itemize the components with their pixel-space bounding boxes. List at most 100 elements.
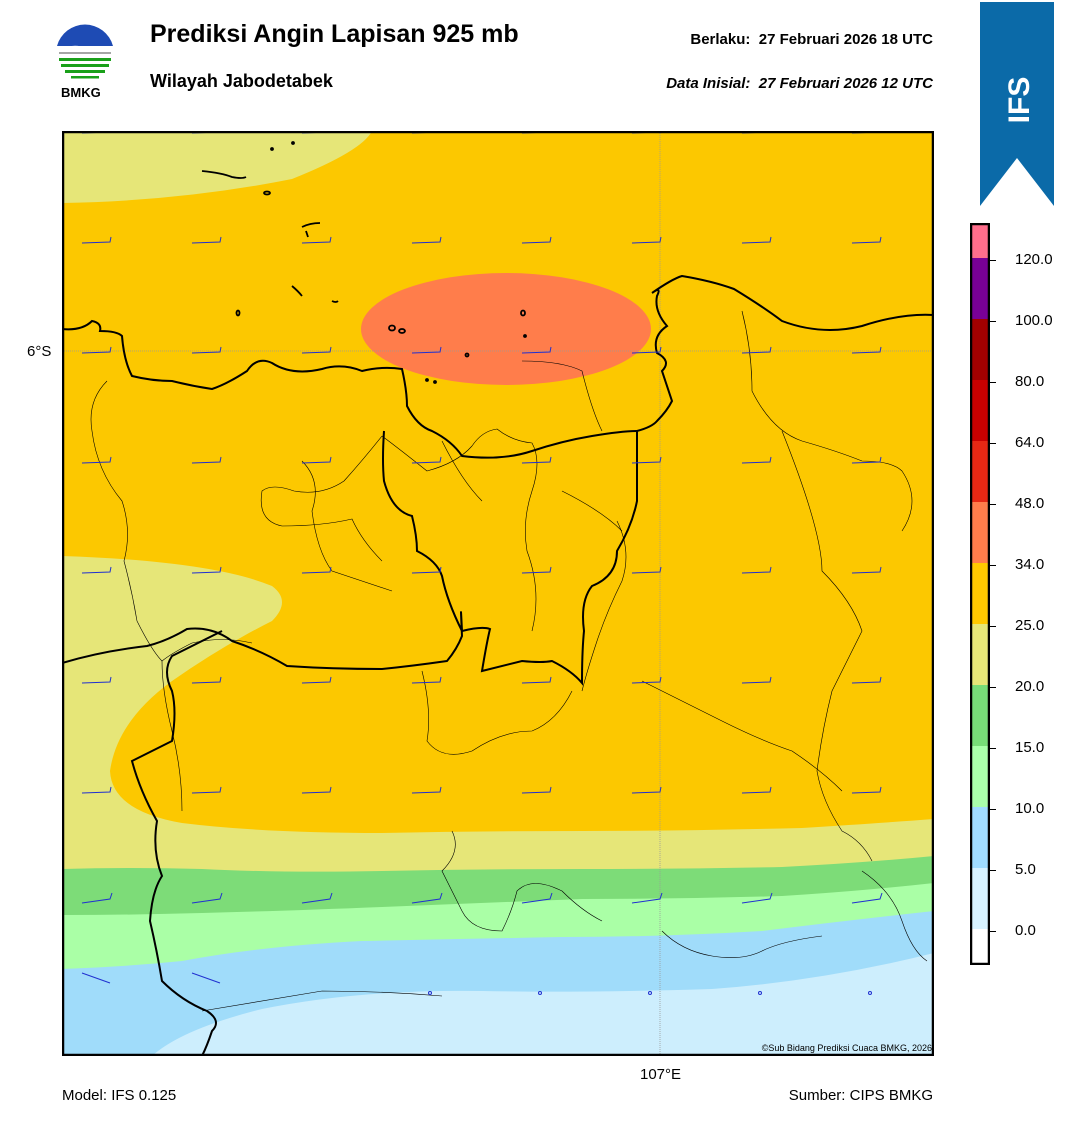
colorbar-tick-label: 0.0 bbox=[1015, 922, 1036, 939]
wind-barb bbox=[411, 892, 443, 904]
wind-barb bbox=[81, 972, 111, 984]
wind-barb bbox=[81, 456, 112, 464]
lon-label: 107°E bbox=[640, 1066, 682, 1083]
wind-barb bbox=[631, 236, 662, 244]
colorbar-tick-label: 48.0 bbox=[1015, 495, 1045, 512]
wind-barb bbox=[301, 236, 332, 244]
wind-barb bbox=[81, 892, 113, 904]
wind-barb bbox=[191, 456, 222, 464]
init-label: Data Inisial: bbox=[666, 75, 751, 92]
colorbar-segment bbox=[970, 258, 990, 319]
wind-barb bbox=[521, 676, 552, 684]
wind-barb bbox=[741, 346, 772, 354]
colorbar-segment bbox=[970, 746, 990, 807]
colorbar-tick-label: 25.0 bbox=[1015, 617, 1045, 634]
colorbar-segment bbox=[970, 868, 990, 929]
colorbar-tick-label: 120.0 bbox=[1015, 251, 1053, 268]
wind-barb bbox=[851, 456, 882, 464]
colorbar-segment bbox=[970, 929, 990, 965]
wind-barb bbox=[521, 566, 552, 574]
calm-wind-marker bbox=[868, 991, 872, 995]
wind-barb bbox=[411, 786, 442, 794]
colorbar-segment bbox=[970, 807, 990, 868]
wind-barb bbox=[631, 892, 663, 904]
zone-salmon bbox=[361, 273, 651, 385]
wind-map: ©Sub Bidang Prediksi Cuaca BMKG, 2026 bbox=[61, 130, 935, 1057]
colorbar-tick-label: 20.0 bbox=[1015, 678, 1045, 695]
colorbar-tick-label: 5.0 bbox=[1015, 861, 1036, 878]
wind-barb bbox=[851, 566, 882, 574]
valid-value: 27 Februari 2026 18 UTC bbox=[758, 31, 933, 48]
colorbar-tick-label: 10.0 bbox=[1015, 800, 1045, 817]
lat-label: 6°S bbox=[27, 343, 52, 360]
wind-barb bbox=[191, 236, 222, 244]
wind-barb bbox=[741, 456, 772, 464]
model-ribbon: IFS bbox=[980, 0, 1055, 208]
colorbar-tick bbox=[990, 809, 996, 810]
west-boundary bbox=[62, 611, 464, 671]
wind-barb bbox=[411, 566, 442, 574]
colorbar-tick bbox=[990, 321, 996, 322]
colorbar-tick bbox=[990, 382, 996, 383]
wind-barb bbox=[81, 236, 112, 244]
java-north-coastline bbox=[62, 274, 934, 459]
wind-barb bbox=[191, 676, 222, 684]
wind-barb bbox=[521, 786, 552, 794]
wind-barb bbox=[301, 892, 333, 904]
wind-barb bbox=[411, 676, 442, 684]
wind-barb bbox=[741, 236, 772, 244]
wind-barb bbox=[631, 676, 662, 684]
wind-barb bbox=[521, 346, 552, 354]
wind-barb bbox=[191, 892, 223, 904]
wind-barb bbox=[851, 346, 882, 354]
map-credit: ©Sub Bidang Prediksi Cuaca BMKG, 2026 bbox=[761, 1043, 932, 1053]
init-time: Data Inisial: 27 Februari 2026 12 UTC bbox=[666, 75, 933, 92]
map-title: Prediksi Angin Lapisan 925 mb bbox=[150, 20, 519, 48]
valid-time: Berlaku: 27 Februari 2026 18 UTC bbox=[690, 31, 933, 48]
wind-barb bbox=[521, 456, 552, 464]
colorbar-tick-label: 80.0 bbox=[1015, 373, 1045, 390]
wind-barb bbox=[191, 972, 221, 984]
wind-barb bbox=[741, 566, 772, 574]
wind-barb bbox=[191, 346, 222, 354]
colorbar-tick-label: 100.0 bbox=[1015, 312, 1053, 329]
wind-barb bbox=[851, 236, 882, 244]
model-ribbon-label: IFS bbox=[1003, 77, 1036, 124]
colorbar-segment bbox=[970, 319, 990, 380]
wind-barb bbox=[851, 786, 882, 794]
calm-wind-marker bbox=[428, 991, 432, 995]
wind-barb bbox=[741, 892, 773, 904]
wind-barb bbox=[301, 786, 332, 794]
calm-wind-marker bbox=[538, 991, 542, 995]
colorbar-tick bbox=[990, 504, 996, 505]
footer-model: Model: IFS 0.125 bbox=[62, 1087, 177, 1104]
colorbar-segment bbox=[970, 380, 990, 441]
wind-barb bbox=[521, 236, 552, 244]
colorbar-segment bbox=[970, 223, 990, 258]
wind-barb bbox=[411, 236, 442, 244]
wind-barb bbox=[301, 676, 332, 684]
map-subtitle: Wilayah Jabodetabek bbox=[150, 71, 333, 91]
colorbar-segment bbox=[970, 624, 990, 685]
wind-barb bbox=[191, 566, 222, 574]
jakarta-boundary bbox=[382, 430, 639, 686]
colorbar-tick bbox=[990, 870, 996, 871]
colorbar-tick bbox=[990, 443, 996, 444]
wind-barb bbox=[851, 892, 883, 904]
wind-barb bbox=[631, 566, 662, 574]
colorbar-tick bbox=[990, 687, 996, 688]
wind-barb bbox=[81, 566, 112, 574]
calm-wind-marker bbox=[758, 991, 762, 995]
wind-barb bbox=[631, 786, 662, 794]
valid-label: Berlaku: bbox=[690, 31, 751, 48]
wind-barb bbox=[411, 346, 442, 354]
colorbar-tick bbox=[990, 931, 996, 932]
zone-orange bbox=[62, 131, 934, 833]
logo-text: BMKG bbox=[61, 85, 101, 100]
colorbar-tick bbox=[990, 565, 996, 566]
colorbar-segment bbox=[970, 563, 990, 624]
wind-barb bbox=[521, 892, 553, 904]
colorbar-tick-label: 64.0 bbox=[1015, 434, 1045, 451]
wind-barb bbox=[81, 786, 112, 794]
colorbar-tick-label: 15.0 bbox=[1015, 739, 1045, 756]
